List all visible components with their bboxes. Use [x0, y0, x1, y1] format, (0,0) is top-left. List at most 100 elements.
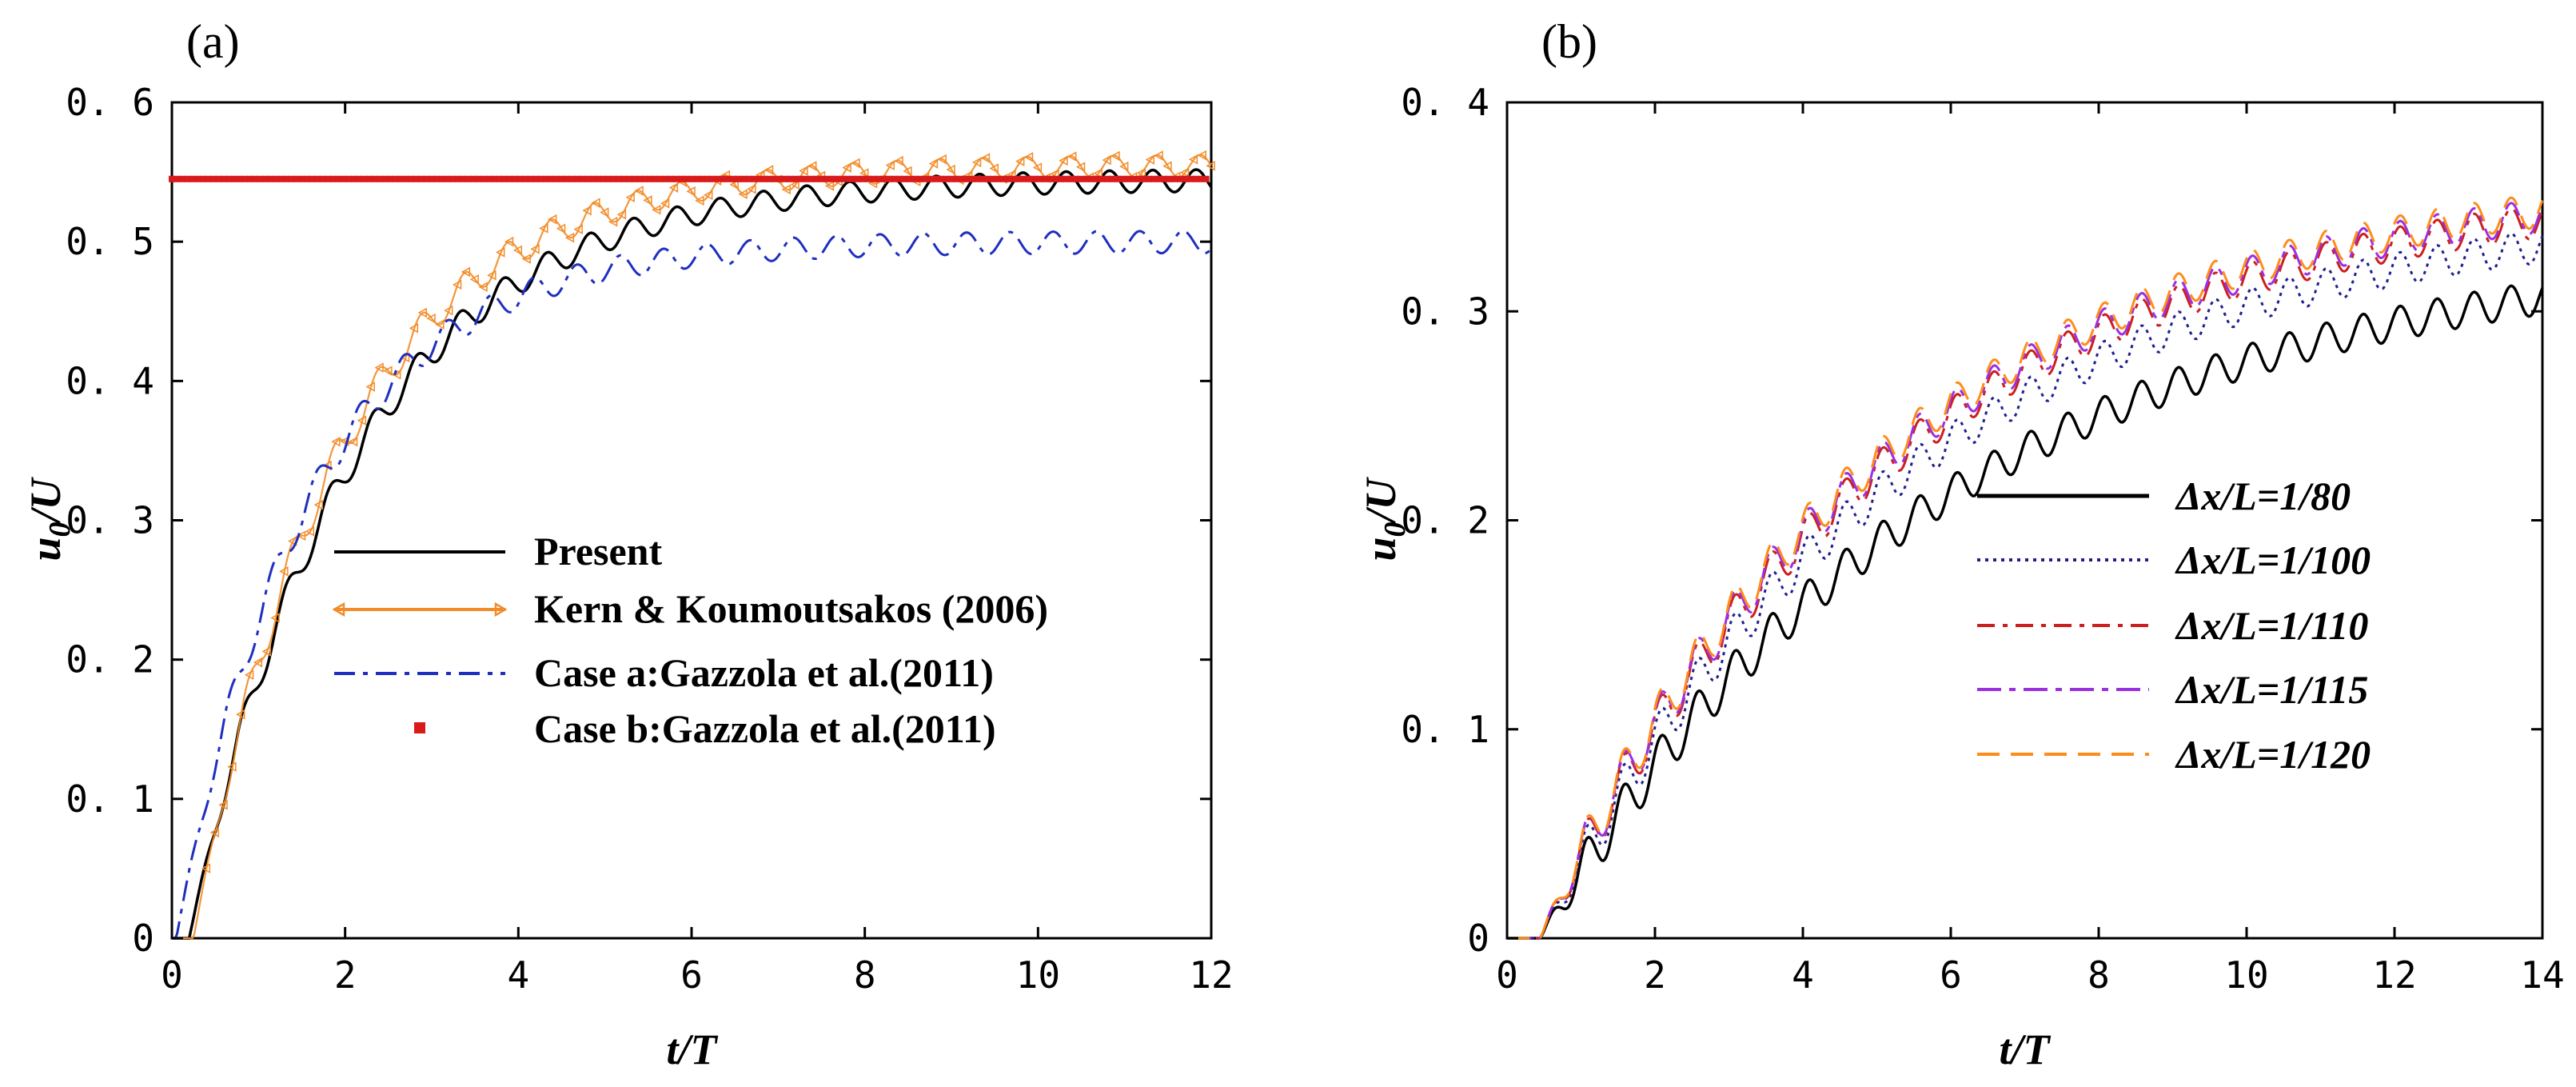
- data-point: [392, 175, 399, 182]
- data-point: [244, 669, 254, 681]
- data-point: [417, 307, 427, 318]
- data-point: [616, 209, 627, 220]
- data-point: [574, 175, 580, 182]
- data-point: [1057, 175, 1064, 182]
- data-point: [189, 175, 196, 182]
- data-point: [907, 175, 913, 182]
- data-point: [516, 175, 524, 182]
- data-point: [377, 175, 383, 182]
- panel-a-x-tick-label: 8: [854, 953, 876, 997]
- panel-a-legend: Present Kern & Koumoutsakos (2006) Case …: [332, 529, 1048, 751]
- data-point: [1115, 175, 1121, 182]
- data-point: [279, 566, 289, 577]
- data-point: [241, 175, 248, 182]
- data-point: [252, 175, 258, 182]
- data-point: [267, 175, 274, 182]
- panel-b-x-tick-label: 4: [1792, 953, 1814, 997]
- data-point: [747, 184, 756, 194]
- panel-b-x-tick-label: 8: [2088, 953, 2110, 997]
- data-point: [1202, 175, 1210, 182]
- data-point: [1015, 156, 1025, 166]
- data-point: [179, 175, 185, 182]
- data-point: [319, 175, 326, 182]
- panel-a-x-tick-label: 4: [507, 953, 529, 997]
- panel-a-y-tick-label: 0. 3: [66, 499, 154, 542]
- data-point: [995, 175, 1002, 182]
- data-point: [1150, 175, 1158, 182]
- data-point: [980, 153, 991, 163]
- data-point: [227, 761, 237, 772]
- data-point: [335, 175, 341, 182]
- data-point: [891, 175, 898, 182]
- data-point: [911, 175, 919, 182]
- data-point: [1075, 162, 1086, 172]
- data-point: [1161, 175, 1168, 182]
- panel-a-y-tick-label: 0. 6: [66, 81, 154, 124]
- data-point: [487, 270, 496, 281]
- panel-a-y-tick-label: 0. 5: [66, 220, 154, 263]
- data-point: [610, 175, 617, 182]
- data-point: [530, 244, 540, 254]
- data-point: [582, 205, 592, 216]
- data-point: [1177, 175, 1183, 182]
- data-point: [660, 198, 670, 209]
- data-point: [896, 175, 903, 182]
- data-point: [1135, 175, 1142, 182]
- data-point: [1182, 175, 1189, 182]
- data-point: [693, 175, 700, 182]
- data-point: [314, 175, 321, 182]
- series-line-0: [172, 168, 1213, 940]
- data-point: [522, 175, 528, 182]
- data-point: [799, 166, 808, 176]
- panel-a-x-tick-label: 2: [334, 953, 357, 997]
- data-point: [807, 161, 817, 171]
- data-point: [485, 175, 492, 182]
- data-point: [591, 198, 600, 208]
- data-point: [631, 175, 638, 182]
- data-point: [313, 499, 323, 510]
- panel-a-x-ticks: 0 2 4 6 8 10 12: [161, 102, 1234, 997]
- data-point: [564, 175, 570, 182]
- panel-b-series: [1507, 196, 2544, 940]
- data-point: [636, 175, 643, 182]
- data-point: [616, 175, 622, 182]
- data-point: [807, 175, 815, 182]
- data-point: [1197, 150, 1206, 161]
- data-point: [435, 319, 445, 330]
- data-point: [699, 175, 705, 182]
- data-point: [880, 175, 887, 182]
- data-point: [704, 190, 713, 201]
- data-point: [270, 613, 280, 623]
- data-point: [1032, 162, 1043, 173]
- data-point: [886, 175, 892, 182]
- data-point: [1188, 154, 1198, 165]
- data-point: [426, 313, 436, 324]
- data-point: [537, 175, 544, 182]
- panel-a-x-tick-label: 12: [1189, 953, 1233, 997]
- legend-label-case-a: Case a:Gazzola et al.(2011): [534, 650, 994, 695]
- data-point: [409, 323, 419, 334]
- data-point: [1031, 175, 1038, 182]
- data-point: [730, 175, 736, 182]
- data-point: [1111, 150, 1120, 162]
- data-point: [365, 382, 375, 392]
- data-point: [469, 274, 479, 285]
- data-point: [309, 175, 316, 182]
- data-point: [408, 175, 414, 182]
- data-point: [963, 175, 971, 182]
- data-point: [1154, 150, 1163, 161]
- data-point: [288, 175, 295, 182]
- series-line-0: [1507, 284, 2544, 940]
- panel-b-x-tick-label: 12: [2372, 953, 2416, 997]
- panel-b-y-tick-label: 0. 1: [1401, 708, 1489, 751]
- data-point: [225, 175, 233, 182]
- data-point: [688, 175, 695, 182]
- data-point: [946, 164, 955, 175]
- data-point: [439, 175, 445, 182]
- data-point: [979, 175, 986, 182]
- data-point: [1125, 175, 1131, 182]
- data-point: [657, 175, 664, 182]
- data-point: [470, 175, 477, 182]
- data-point: [381, 175, 389, 182]
- panel-a-y-tick-label: 0. 2: [66, 638, 154, 681]
